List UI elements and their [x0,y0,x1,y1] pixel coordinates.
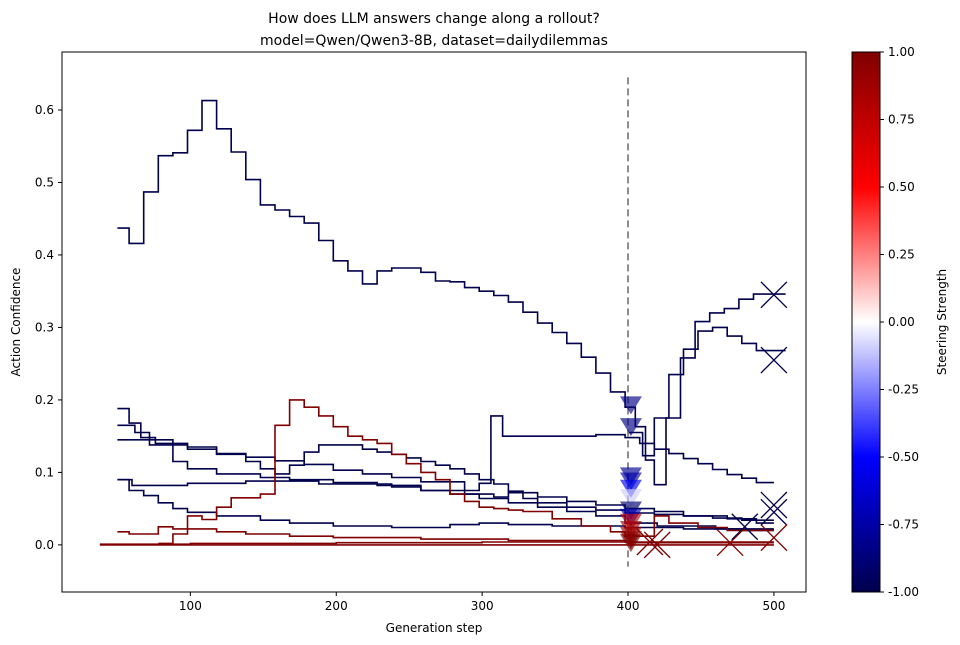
end-cross-marker [760,281,788,309]
switch-triangle-marker [619,418,642,437]
y-tick-label: 0.6 [35,103,54,117]
series-layer [99,99,786,546]
y-tick-label: 0.1 [35,465,54,479]
series-line [117,424,774,524]
x-axis-label: Generation step [386,621,483,635]
end-cross-marker [760,524,788,552]
colorbar-tick-label: -1.00 [888,585,919,599]
end-cross-marker [760,346,788,374]
y-tick-label: 0.4 [35,248,54,262]
y-tick-label: 0.0 [35,538,54,552]
series-line [117,99,786,486]
colorbar [851,51,881,593]
colorbar-tick-label: -0.75 [888,518,919,532]
colorbar-tick-label: -0.50 [888,450,919,464]
end-cross-marker [716,529,744,557]
markers-layer [619,77,788,567]
y-tick-label: 0.3 [35,320,54,334]
x-tick-label: 500 [762,599,785,613]
end-cross-marker [760,491,788,519]
x-tick-label: 400 [617,599,640,613]
end-cross-marker [643,531,671,559]
series-line [99,541,774,545]
switch-triangle-marker [619,534,642,553]
chart-title: How does LLM answers change along a roll… [268,11,600,27]
x-tick-label: 200 [325,599,348,613]
colorbar-tick-label: -0.25 [888,383,919,397]
x-tick-label: 300 [471,599,494,613]
colorbar-ticks: -1.00 -0.75 -0.50 -0.25 0.00 0.25 0.50 0.75 1.00 [880,45,919,599]
series-line [117,526,774,543]
colorbar-tick-label: 0.50 [888,180,915,194]
y-axis-label: Action Confidence [9,268,23,377]
series-line [117,415,774,492]
switch-triangle-marker [619,489,642,508]
y-tick-label: 0.2 [35,393,54,407]
series-line [117,407,774,521]
series-line [628,326,786,457]
chart-subtitle: model=Qwen/Qwen3-8B, dataset=dailydilemm… [260,33,608,49]
plot-frame [61,51,807,593]
y-axis-ticks: 0.0 0.1 0.2 0.3 0.4 0.5 0.6 [35,103,62,552]
switch-triangle-marker [619,479,642,498]
y-tick-label: 0.5 [35,175,54,189]
end-cross-marker [636,528,664,556]
colorbar-tick-label: 0.25 [888,248,915,262]
x-tick-label: 100 [179,599,202,613]
series-line [117,478,774,530]
switch-triangle-marker [619,396,642,415]
colorbar-tick-label: 1.00 [888,45,915,59]
end-cross-marker [731,513,759,541]
series-line [158,399,774,545]
end-cross-marker [760,498,788,526]
colorbar-tick-label: 0.00 [888,315,915,329]
x-axis-ticks: 100 200 300 400 500 [179,592,785,613]
colorbar-tick-label: 0.75 [888,113,915,127]
colorbar-label: Steering Strength [935,269,949,375]
